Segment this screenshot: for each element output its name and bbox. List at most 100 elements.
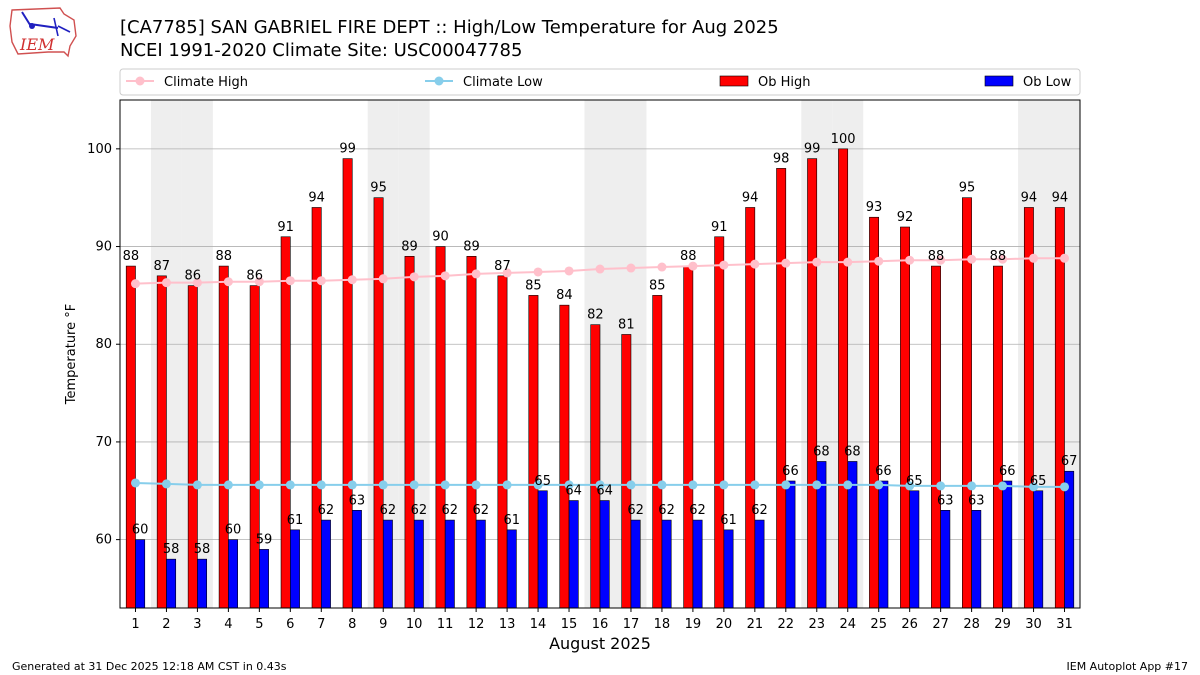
label-ob-high: 84 <box>556 288 573 303</box>
bar-ob-high <box>1023 207 1034 609</box>
bar-ob-high <box>900 226 910 609</box>
logo-text: IEM <box>19 35 55 54</box>
bar-ob-high <box>776 168 787 609</box>
bar-ob-low <box>320 519 331 609</box>
label-ob-high: 100 <box>831 132 856 147</box>
label-ob-high: 90 <box>432 230 449 245</box>
point-climate-low <box>316 480 326 490</box>
point-climate-high <box>936 255 946 265</box>
legend-label-ob-low: Ob Low <box>1023 75 1072 90</box>
bar-ob-high <box>249 285 260 609</box>
bar-ob-low <box>971 510 982 609</box>
point-climate-high <box>440 271 450 281</box>
point-climate-high <box>285 276 295 286</box>
bar-ob-high <box>683 265 694 609</box>
label-ob-high: 94 <box>1021 190 1038 205</box>
bar-ob-low <box>444 519 455 609</box>
label-ob-low: 62 <box>751 503 768 518</box>
bar-ob-low <box>382 519 393 609</box>
bar-ob-low <box>661 519 672 609</box>
point-climate-high <box>564 266 574 276</box>
x-tick-label: 30 <box>1025 617 1042 632</box>
point-climate-low <box>936 481 946 491</box>
x-tick-label: 31 <box>1056 617 1073 632</box>
bar-ob-low <box>878 480 889 609</box>
point-climate-high <box>347 275 357 285</box>
x-tick-label: 13 <box>499 617 516 632</box>
bar-ob-low <box>259 549 269 609</box>
label-ob-high: 86 <box>185 269 202 284</box>
x-tick-label: 3 <box>193 617 201 632</box>
legend-box <box>119 68 1081 96</box>
bar-ob-high <box>404 256 415 609</box>
label-ob-low: 62 <box>411 503 428 518</box>
label-ob-high: 88 <box>215 249 232 264</box>
bar-ob-high <box>156 275 167 609</box>
point-climate-high <box>378 274 388 284</box>
x-tick-label: 25 <box>870 617 887 632</box>
legend-swatch-ob-low <box>984 75 1014 87</box>
x-tick-label: 6 <box>286 617 294 632</box>
label-ob-high: 88 <box>928 249 945 264</box>
chart-title: [CA7785] SAN GABRIEL FIRE DEPT :: High/L… <box>120 17 779 38</box>
bar-ob-high <box>992 265 1003 609</box>
bar-ob-low <box>568 500 579 609</box>
label-ob-low: 64 <box>596 484 613 499</box>
x-tick-label: 12 <box>468 617 485 632</box>
x-tick-label: 28 <box>963 617 980 632</box>
point-climate-low <box>409 480 419 490</box>
point-climate-high <box>533 267 543 277</box>
x-tick-label: 22 <box>778 617 795 632</box>
label-ob-high: 99 <box>339 142 356 157</box>
label-ob-high: 94 <box>308 190 325 205</box>
point-climate-high <box>874 256 884 266</box>
bar-ob-low <box>290 529 300 609</box>
x-tick-label: 7 <box>317 617 325 632</box>
point-climate-low <box>223 480 233 490</box>
bar-ob-low <box>723 529 734 609</box>
bar-ob-low <box>692 519 703 609</box>
label-ob-high: 92 <box>897 210 914 225</box>
legend-marker-climate-low <box>434 76 444 86</box>
legend-label-ob-high: Ob High <box>758 75 811 90</box>
point-climate-low <box>812 480 822 490</box>
x-tick-label: 11 <box>437 617 454 632</box>
label-ob-high: 87 <box>154 259 171 274</box>
point-climate-high <box>254 277 264 287</box>
bar-ob-low <box>506 529 517 609</box>
label-ob-high: 81 <box>618 317 635 332</box>
legend-label-climate-low: Climate Low <box>463 75 543 90</box>
point-climate-low <box>626 480 636 490</box>
app-label: IEM Autoplot App #17 <box>1066 660 1189 673</box>
label-ob-low: 58 <box>194 542 211 557</box>
legend-marker-climate-high <box>135 76 145 86</box>
point-climate-low <box>595 480 605 490</box>
x-tick-label: 20 <box>716 617 733 632</box>
label-ob-low: 61 <box>287 513 304 528</box>
generated-timestamp: Generated at 31 Dec 2025 12:18 AM CST in… <box>12 660 287 673</box>
point-climate-low <box>1060 482 1070 492</box>
point-climate-low <box>967 481 977 491</box>
data-labels: 88 60 87 58 86 58 88 60 86 59 91 61 94 62 99 63 95 62 89 62… <box>123 132 1078 557</box>
point-climate-high <box>843 257 853 267</box>
bar-ob-low <box>351 510 362 609</box>
label-ob-low: 62 <box>442 503 459 518</box>
label-ob-low: 63 <box>937 493 954 508</box>
bar-ob-high <box>838 148 849 609</box>
bar-ob-high <box>280 236 291 609</box>
x-tick-label: 8 <box>348 617 356 632</box>
chart-subtitle: NCEI 1991-2020 Climate Site: USC00047785 <box>120 40 523 61</box>
y-tick-label: 60 <box>95 533 112 548</box>
label-ob-high: 88 <box>123 249 140 264</box>
x-tick-label: 29 <box>994 617 1011 632</box>
point-climate-high <box>812 257 822 267</box>
bar-ob-high <box>559 304 570 609</box>
label-ob-high: 94 <box>742 190 759 205</box>
label-ob-low: 65 <box>906 474 923 489</box>
point-climate-low <box>533 480 543 490</box>
bar-ob-high <box>621 334 632 609</box>
point-climate-high <box>161 278 171 288</box>
label-ob-low: 60 <box>225 523 242 538</box>
point-climate-high <box>657 262 667 272</box>
point-climate-low <box>254 480 264 490</box>
